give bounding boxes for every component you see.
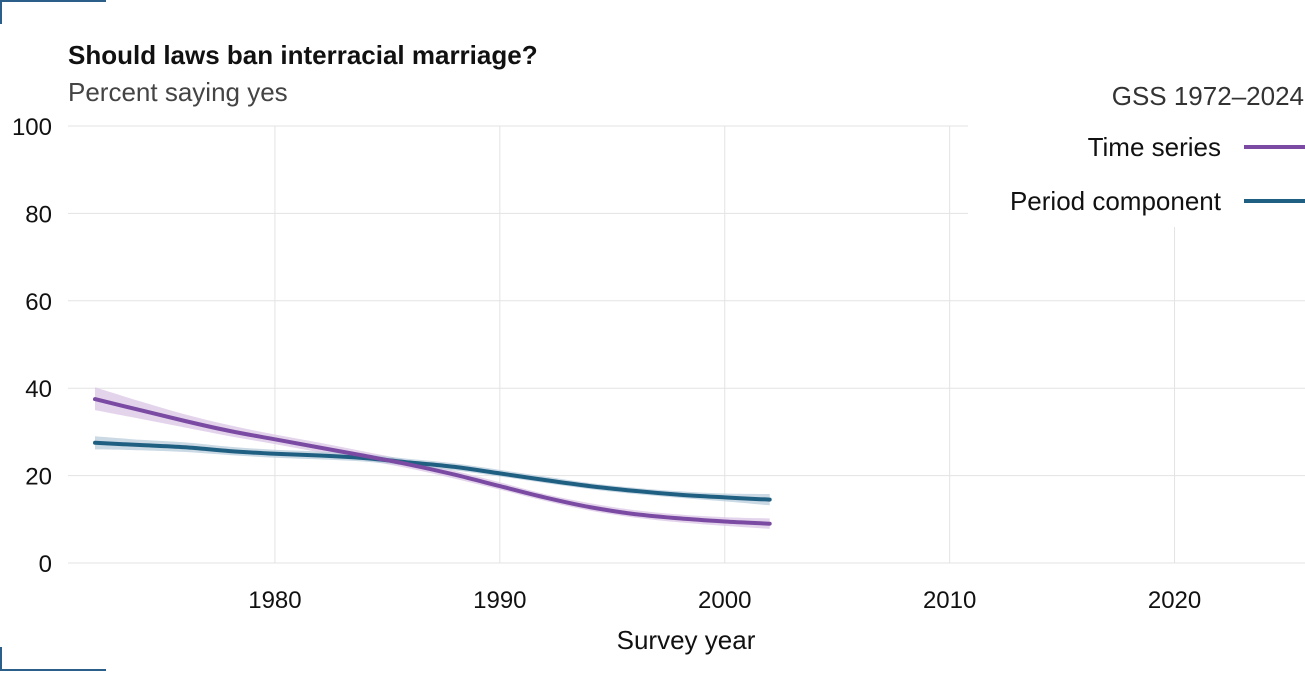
chart-title: Should laws ban interracial marriage?: [68, 40, 538, 70]
x-tick-label-1990: 1990: [473, 587, 526, 614]
x-tick-label-2020: 2020: [1148, 587, 1201, 614]
confidence-band-time-series: [95, 387, 770, 529]
x-tick-label-2010: 2010: [923, 587, 976, 614]
y-tick-label-80: 80: [25, 201, 52, 228]
x-tick-label-1980: 1980: [248, 587, 301, 614]
y-axis-tick-labels: 0 20 40 60 80 100: [12, 114, 52, 578]
x-axis-tick-labels: 1980 1990 2000 2010 2020: [248, 587, 1201, 614]
series-lines: [93, 397, 772, 526]
x-axis-label: Survey year: [617, 625, 756, 655]
series-line-period-component: [93, 440, 772, 502]
legend: GSS 1972–2024 Time series Period compone…: [1010, 81, 1305, 216]
chart-subtitle: Percent saying yes: [68, 77, 288, 107]
legend-label-time-series: Time series: [1088, 132, 1221, 162]
frame-corner-bottom-left: [0, 647, 106, 671]
y-tick-label-20: 20: [25, 464, 52, 491]
series-line-time-series: [93, 397, 772, 526]
legend-label-period-component: Period component: [1010, 186, 1222, 216]
x-tick-label-2000: 2000: [698, 587, 751, 614]
legend-title: GSS 1972–2024: [1112, 81, 1304, 111]
frame-corner-top-left: [0, 0, 106, 24]
y-tick-label-60: 60: [25, 289, 52, 316]
y-tick-label-100: 100: [12, 114, 52, 141]
y-tick-label-0: 0: [39, 551, 52, 578]
y-tick-label-40: 40: [25, 376, 52, 403]
confidence-bands: [95, 387, 770, 529]
